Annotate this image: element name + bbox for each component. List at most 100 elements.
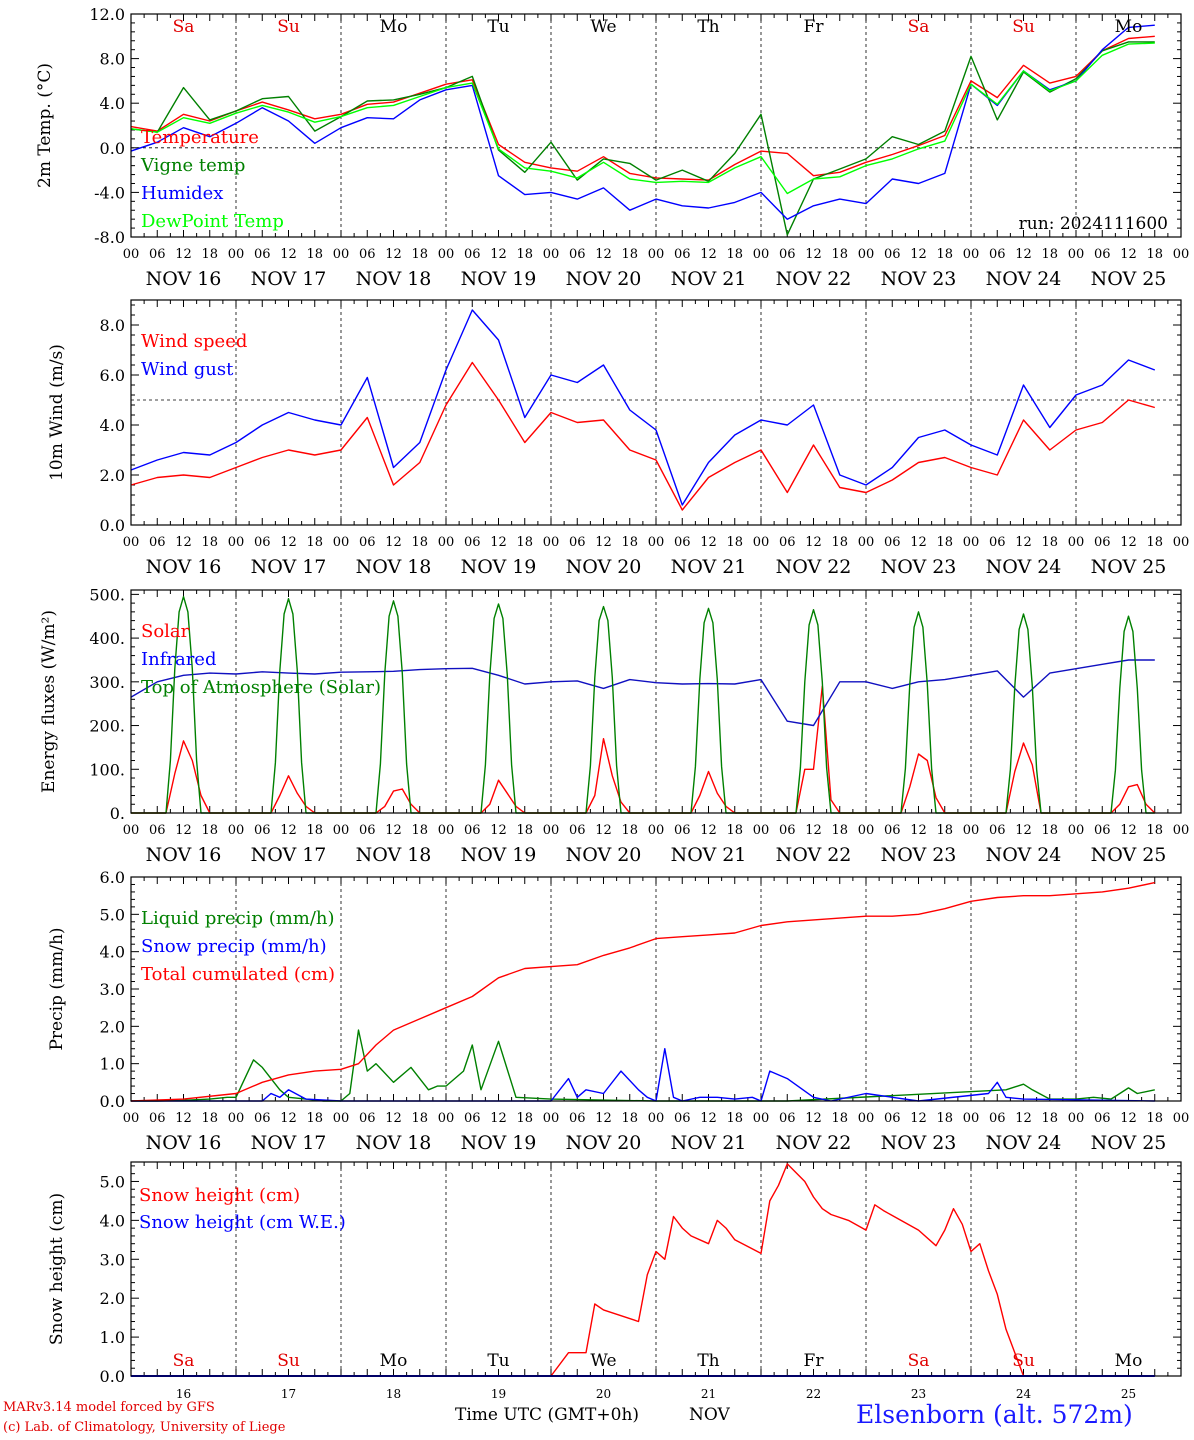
hour-label: 06 — [569, 823, 586, 838]
hour-label: 00 — [753, 247, 770, 262]
hour-label: 00 — [543, 535, 560, 550]
hour-label: 12 — [595, 247, 612, 262]
plot-frame — [130, 589, 1182, 814]
hour-label: 06 — [464, 823, 481, 838]
date-label: NOV 21 — [671, 1132, 747, 1154]
y-tick-label: 6.0 — [100, 868, 125, 887]
hour-label: 12 — [910, 535, 927, 550]
date-label: NOV 23 — [881, 844, 957, 866]
hour-label: 06 — [674, 247, 691, 262]
hour-label: 12 — [1015, 535, 1032, 550]
legend-entry: Liquid precip (mm/h) — [141, 908, 335, 929]
day-number-label: 24 — [1016, 1387, 1032, 1400]
y-tick-label: 3.0 — [100, 980, 125, 999]
hour-label: 00 — [753, 1111, 770, 1126]
legend-entry: Snow height (cm) — [139, 1185, 300, 1206]
hour-label: 12 — [280, 535, 297, 550]
y-tick-label: -8.0 — [94, 228, 125, 247]
hour-label: 12 — [490, 535, 507, 550]
hour-label: 00 — [1068, 535, 1085, 550]
hour-label: 00 — [123, 823, 140, 838]
weekday-label: Mo — [1115, 1351, 1143, 1371]
date-label: NOV 25 — [1091, 268, 1167, 290]
hour-label: 06 — [674, 1111, 691, 1126]
hour-label: 00 — [123, 1111, 140, 1126]
hour-label: 18 — [201, 823, 218, 838]
hour-label: 12 — [385, 823, 402, 838]
hour-label: 00 — [228, 823, 245, 838]
hour-label: 12 — [1015, 823, 1032, 838]
hour-label: 12 — [595, 535, 612, 550]
legend-entry: Humidex — [141, 183, 223, 204]
hour-label: 12 — [175, 535, 192, 550]
date-label: NOV 18 — [356, 556, 432, 578]
y-tick-label: 5.0 — [100, 1172, 125, 1191]
hour-label: 12 — [490, 1111, 507, 1126]
hour-label: 06 — [779, 247, 796, 262]
day-number-label: 19 — [491, 1387, 506, 1400]
y-tick-label: 500. — [89, 585, 125, 604]
y-tick-label: 2.0 — [100, 466, 125, 485]
date-label: NOV 19 — [461, 844, 537, 866]
weekday-label: Su — [1012, 1351, 1035, 1371]
date-label: NOV 25 — [1091, 556, 1167, 578]
hour-label: 00 — [648, 535, 665, 550]
y-tick-label: 2.0 — [100, 1289, 125, 1308]
series-line — [130, 881, 1155, 1102]
legend-entry: Temperature — [141, 127, 259, 148]
plot-frame — [130, 13, 1182, 238]
legend-entry: Top of Atmosphere (Solar) — [141, 677, 381, 698]
legend-entry: Snow height (cm W.E.) — [139, 1212, 346, 1233]
hour-label: 00 — [228, 247, 245, 262]
run-label: run: 2024111600 — [1019, 214, 1168, 234]
hour-label: 18 — [201, 1111, 218, 1126]
day-number-label: 25 — [1121, 1387, 1136, 1400]
y-tick-label: 1.0 — [100, 1055, 125, 1074]
series-line — [130, 361, 1155, 511]
hour-label: 00 — [543, 823, 560, 838]
panel-5: 0.0 1.0 2.0 3.0 4.0 5.0 Snow height (cm) Snow h… — [47, 1161, 1182, 1400]
hour-label: 12 — [805, 535, 822, 550]
hour-label: 06 — [254, 823, 271, 838]
date-label: NOV 20 — [566, 556, 642, 578]
date-label: NOV 24 — [986, 556, 1062, 578]
date-label: NOV 23 — [881, 268, 957, 290]
date-label: NOV 24 — [986, 844, 1062, 866]
y-tick-label: 0.0 — [100, 1092, 125, 1111]
hour-label: 18 — [306, 247, 323, 262]
hour-label: 06 — [1094, 823, 1111, 838]
hour-label: 06 — [989, 247, 1006, 262]
hour-label: 06 — [359, 247, 376, 262]
hour-label: 06 — [359, 823, 376, 838]
hour-label: 18 — [1146, 535, 1163, 550]
date-label: NOV 23 — [881, 556, 957, 578]
hour-label: 12 — [910, 247, 927, 262]
day-number-label: 16 — [176, 1387, 191, 1400]
hour-label: 12 — [1120, 535, 1137, 550]
series-line — [131, 1163, 1155, 1377]
hour-label: 18 — [516, 1111, 533, 1126]
y-tick-label: 5.0 — [100, 905, 125, 924]
hour-label: 18 — [411, 535, 428, 550]
hour-label: 18 — [621, 535, 638, 550]
weekday-label: Th — [697, 17, 719, 37]
hour-label: 12 — [385, 247, 402, 262]
series-line — [130, 35, 1155, 181]
hour-label: 12 — [805, 823, 822, 838]
weekday-label: Su — [277, 17, 300, 37]
series-line — [130, 309, 1156, 506]
hour-label: 06 — [884, 535, 901, 550]
hour-label: 12 — [280, 247, 297, 262]
date-label: NOV 19 — [461, 1132, 537, 1154]
hour-label: 06 — [989, 823, 1006, 838]
series-line — [131, 1047, 1155, 1102]
hour-label: 18 — [936, 823, 953, 838]
hour-label: 18 — [1041, 535, 1058, 550]
panel-3: 0. 100. 200. 300. 400. 500. Energy fluxes (W/m… — [39, 585, 1189, 866]
date-label: NOV 16 — [146, 1132, 222, 1154]
hour-label: 06 — [779, 1111, 796, 1126]
hour-label: 06 — [569, 535, 586, 550]
hour-label: 00 — [543, 1111, 560, 1126]
y-tick-label: 2.0 — [100, 1017, 125, 1036]
hour-label: 06 — [884, 1111, 901, 1126]
